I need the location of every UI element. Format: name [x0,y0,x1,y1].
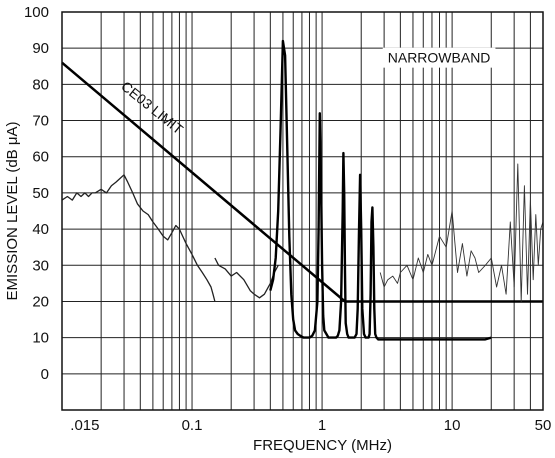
x-tick-label: 50 [535,417,552,434]
y-tick-label: 0 [41,366,49,383]
y-tick-label: 80 [32,76,49,93]
y-tick-label: 30 [32,257,49,274]
high-frequency-noise-line [379,163,544,302]
y-tick-label: 40 [32,221,49,238]
y-tick-label: 60 [32,149,49,166]
annotation-background [382,47,496,68]
narrowband-emission-line [269,39,492,341]
y-axis-label: EMISSION LEVEL (dB μA) [4,122,21,301]
y-tick-label: 100 [24,4,49,21]
y-tick-label: 10 [32,330,49,347]
y-tick-label: 20 [32,293,49,310]
x-tick-label: 1 [318,417,326,434]
narrowband-annotation: NARROWBAND [388,50,491,66]
series-layer [61,39,544,341]
x-tick-label: .015 [70,417,99,434]
plot-frame [61,11,544,411]
x-tick-label: 0.1 [182,417,203,434]
y-tick-label: 90 [32,40,49,57]
y-tick-label: 70 [32,113,49,130]
tick-labels: .015 0.1 1 10 50 0 10 20 30 40 50 60 70 80 90 100 [24,4,551,434]
grid [62,12,543,410]
broadband-emission-line [214,257,279,299]
y-tick-label: 50 [32,185,49,202]
x-axis-label: FREQUENCY (MHz) [253,437,392,454]
broadband-emission-line [61,174,216,302]
x-tick-label: 10 [444,417,461,434]
